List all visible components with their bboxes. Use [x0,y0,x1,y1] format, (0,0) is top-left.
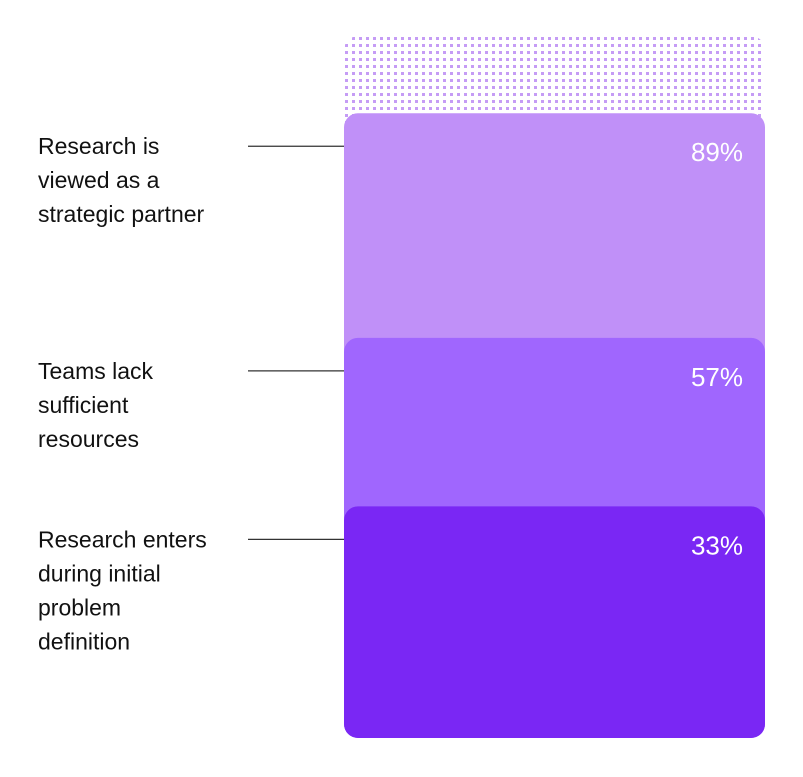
category-label: definition [38,628,130,654]
category-label: problem [38,594,121,620]
category-label: Teams lack [38,358,154,384]
bar [344,506,765,738]
value-label: 89% [691,137,743,167]
category-label: sufficient [38,392,129,418]
category-label: viewed as a [38,167,160,193]
value-label: 33% [691,530,743,560]
category-label: Research enters [38,526,207,552]
category-label: strategic partner [38,201,205,227]
category-label: Research is [38,133,159,159]
category-label: during initial [38,560,161,586]
value-label: 57% [691,362,743,392]
category-label: resources [38,426,139,452]
